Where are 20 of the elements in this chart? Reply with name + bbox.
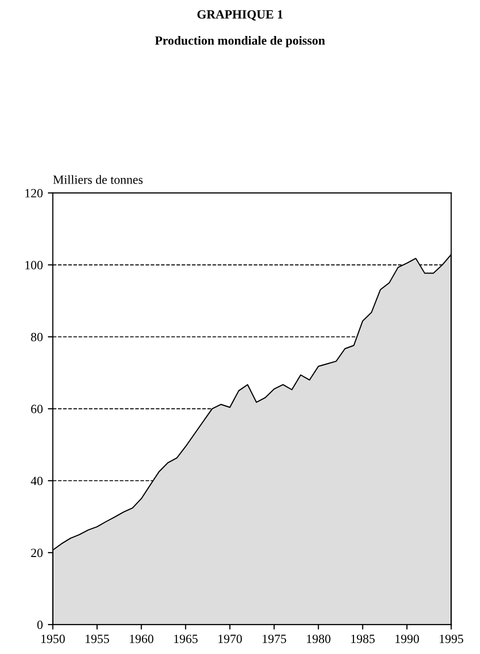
x-tick-label: 1995 xyxy=(440,634,464,644)
x-tick-label: 1955 xyxy=(86,634,110,644)
y-tick-label: 0 xyxy=(37,620,43,630)
y-tick-label: 120 xyxy=(25,188,43,198)
x-tick-label: 1950 xyxy=(41,634,65,644)
x-tick-label: 1980 xyxy=(307,634,330,644)
y-tick-label: 40 xyxy=(30,476,43,486)
x-tick-label: 1985 xyxy=(351,634,375,644)
x-tick-label: 1990 xyxy=(396,634,419,644)
y-tick-label: 100 xyxy=(25,260,43,270)
x-tick-label: 1970 xyxy=(218,634,242,644)
y-tick-label: 20 xyxy=(31,548,43,558)
chart-subtitle: Production mondiale de poisson xyxy=(155,36,325,48)
y-tick-label: 60 xyxy=(31,404,43,414)
chart-title: GRAPHIQUE 1 xyxy=(197,10,283,21)
y-tick-label: 80 xyxy=(31,332,43,342)
y-axis-title: Milliers de tonnes xyxy=(53,175,143,184)
x-tick-label: 1960 xyxy=(130,634,154,644)
x-tick-label: 1975 xyxy=(262,634,286,644)
x-tick-label: 1965 xyxy=(174,634,198,644)
